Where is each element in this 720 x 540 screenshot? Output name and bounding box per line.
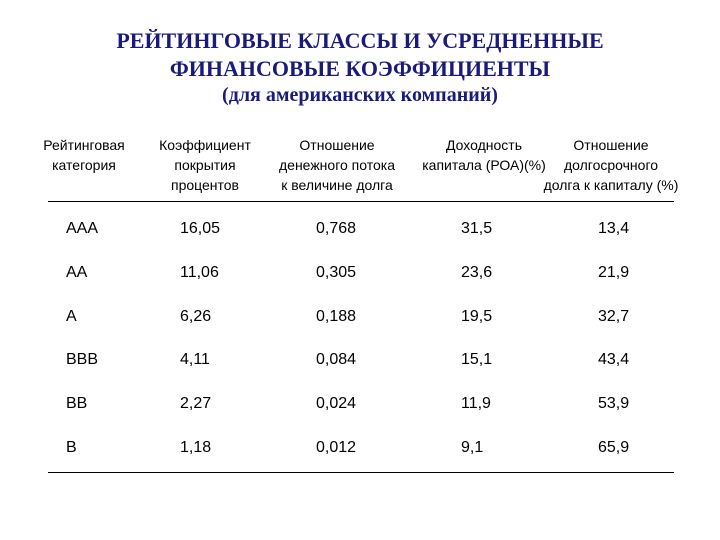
debt-ratio-cell: 65,9: [598, 439, 630, 456]
rating-cell: BBB: [66, 351, 99, 368]
return-cell: 19,5: [461, 308, 493, 325]
cashflow-cell: 0,084: [316, 351, 357, 368]
header-text: Рейтинговая: [43, 137, 125, 153]
cashflow-cell: 0,024: [316, 395, 357, 412]
cashflow-cell: 0,768: [316, 220, 357, 237]
header-text: к величине долга: [281, 177, 393, 193]
header-text: Коэффициент: [159, 137, 251, 153]
coverage-cell: 16,05: [180, 220, 221, 237]
header-text: процентов: [170, 177, 239, 193]
header-return-on-capital: Доходность капитала (РОА)(%): [410, 135, 558, 175]
cashflow-cell: 0,012: [316, 439, 357, 456]
header-text: капитала (РОА)(%): [422, 157, 546, 173]
coverage-cell: 4,11: [180, 351, 210, 368]
subtitle: (для американских компаний): [222, 84, 498, 106]
debt-ratio-cell: 32,7: [598, 308, 630, 325]
coverage-cell: 6,26: [180, 308, 212, 325]
header-interest-coverage: Коэффициент покрытия процентов: [146, 135, 264, 195]
header-text: покрытия: [174, 157, 236, 173]
header-text: Отношение: [573, 137, 649, 153]
title-line-2: ФИНАНСОВЫЕ КОЭФФИЦИЕНТЫ: [169, 56, 551, 81]
header-text: категория: [52, 157, 116, 173]
return-cell: 23,6: [461, 264, 493, 281]
header-cashflow-to-debt: Отношение денежного потока к величине до…: [264, 135, 410, 195]
coverage-cell: 11,06: [180, 264, 219, 281]
rating-cell: B: [66, 439, 77, 456]
cashflow-cell: 0,188: [316, 308, 357, 325]
header-divider: [48, 201, 674, 202]
coverage-cell: 1,18: [180, 439, 212, 456]
header-text: долгосрочного: [563, 157, 659, 173]
debt-ratio-cell: 13,4: [598, 220, 630, 237]
header-text: денежного потока: [279, 157, 395, 173]
debt-ratio-cell: 43,4: [598, 351, 630, 368]
coverage-cell: 2,27: [180, 395, 212, 412]
header-rating-category: Рейтинговая категория: [30, 135, 138, 175]
return-cell: 15,1: [461, 351, 493, 368]
header-text: долга к капиталу (%): [543, 177, 679, 193]
rating-cell: AA: [66, 264, 88, 281]
rating-cell: A: [66, 308, 77, 325]
debt-ratio-cell: 53,9: [598, 395, 630, 412]
rating-cell: AAA: [66, 220, 99, 237]
return-cell: 11,9: [461, 395, 491, 412]
header-lt-debt-to-capital: Отношение долгосрочного долга к капиталу…: [528, 135, 694, 195]
rating-cell: BB: [66, 395, 88, 412]
cashflow-cell: 0,305: [316, 264, 357, 281]
return-cell: 31,5: [461, 220, 493, 237]
debt-ratio-cell: 21,9: [598, 264, 630, 281]
header-text: Доходность: [446, 137, 522, 153]
return-cell: 9,1: [461, 439, 484, 456]
table-bottom-divider: [48, 472, 674, 473]
header-text: Отношение: [299, 137, 375, 153]
title-line-1: РЕЙТИНГОВЫЕ КЛАССЫ И УСРЕДНЕННЫЕ: [116, 28, 604, 53]
